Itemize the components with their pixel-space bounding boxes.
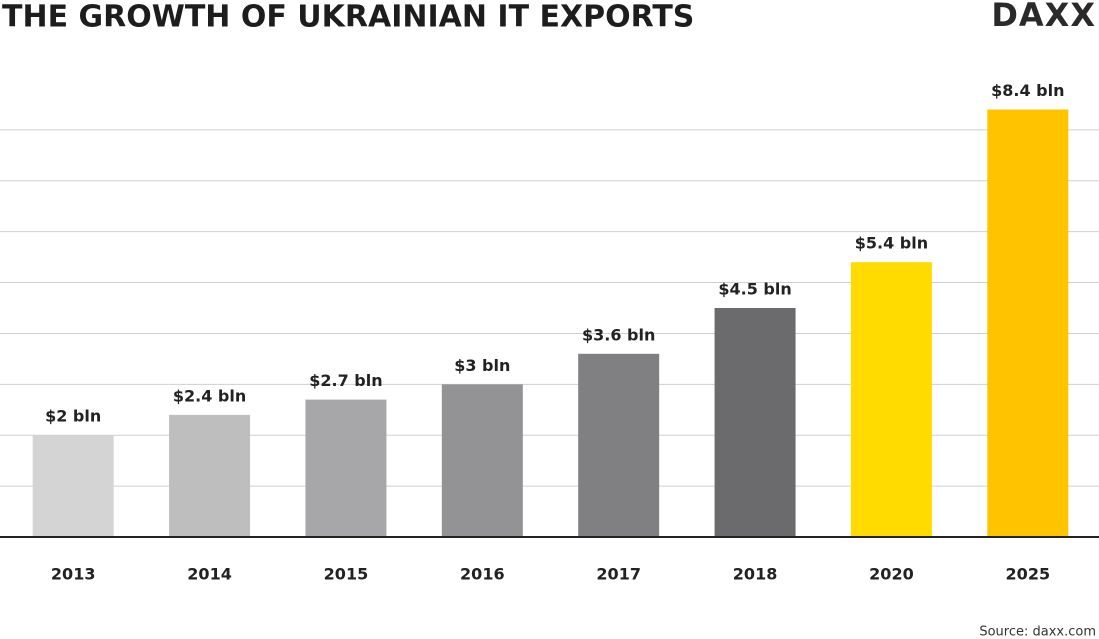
bar (441, 384, 523, 537)
value-label: $2.4 bln (173, 386, 246, 405)
value-label: $5.4 bln (855, 234, 928, 253)
value-label: $4.5 bln (718, 280, 791, 299)
x-tick-label: 2017 (596, 565, 641, 584)
value-label: $2 bln (45, 407, 101, 426)
bar (305, 399, 387, 537)
bar (714, 308, 796, 537)
bar (578, 353, 660, 537)
x-tick-label: 2015 (324, 565, 369, 584)
bar (169, 414, 251, 537)
value-label: $8.4 bln (991, 81, 1064, 100)
bar (32, 435, 114, 537)
chart-title: THE GROWTH OF UKRAINIAN IT EXPORTS (2, 0, 694, 35)
x-tick-label: 2020 (869, 565, 914, 584)
x-tick-label: 2014 (187, 565, 232, 584)
x-tick-label: 2013 (51, 565, 96, 584)
x-tick-label: 2025 (1006, 565, 1051, 584)
value-label: $3.6 bln (582, 325, 655, 344)
value-label: $2.7 bln (309, 371, 382, 390)
value-label: $3 bln (454, 356, 510, 375)
logo: DAXX (991, 0, 1096, 34)
x-tick-label: 2016 (460, 565, 505, 584)
source: Source: daxx.com (979, 625, 1096, 639)
bar (850, 262, 932, 537)
x-tick-label: 2018 (733, 565, 778, 584)
bar (987, 109, 1069, 538)
